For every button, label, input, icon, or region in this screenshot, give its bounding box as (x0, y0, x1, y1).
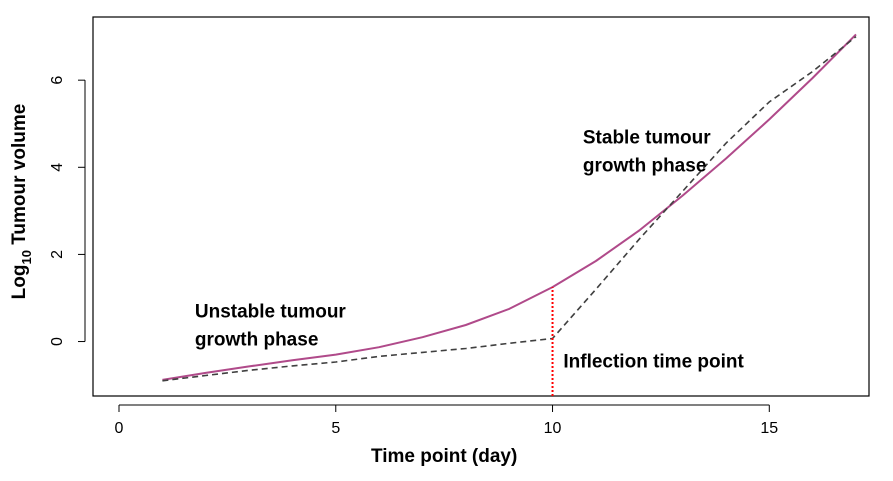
x-tick-label: 5 (331, 420, 340, 437)
y-axis-title-suffix: Tumour volume (9, 104, 30, 250)
annotation-line: Unstable tumour (195, 302, 347, 323)
y-axis-title: Log10 Tumour volume (9, 104, 34, 300)
annotation-line: growth phase (195, 330, 319, 351)
y-tick-label: 0 (49, 337, 66, 346)
x-axis: 0 5 10 15 (115, 404, 778, 437)
dashed-series-line (162, 35, 857, 382)
x-tick-label: 0 (115, 420, 124, 437)
y-tick-label: 6 (49, 76, 66, 85)
x-axis-title: Time point (day) (371, 446, 517, 467)
y-axis: 0 2 4 6 (49, 76, 86, 346)
annotation-text: Unstable tumour growth phase (195, 302, 347, 351)
annotation-line: growth phase (583, 155, 707, 176)
y-axis-title-subscript: 10 (19, 250, 34, 264)
x-tick-label: 15 (760, 420, 778, 437)
solid-series-line (162, 33, 857, 381)
annotation-text: Stable tumour growth phase (583, 127, 711, 176)
y-tick-label: 4 (49, 163, 66, 172)
plot-frame (92, 16, 870, 397)
series-group (162, 33, 857, 396)
annotation-line: Inflection time point (563, 352, 744, 373)
annotation-line: Stable tumour (583, 127, 711, 148)
y-tick-label: 2 (49, 250, 66, 259)
x-tick-label: 10 (544, 420, 562, 437)
y-axis-title-prefix: Log (9, 265, 30, 300)
annotation-text: Inflection time point (563, 352, 744, 373)
